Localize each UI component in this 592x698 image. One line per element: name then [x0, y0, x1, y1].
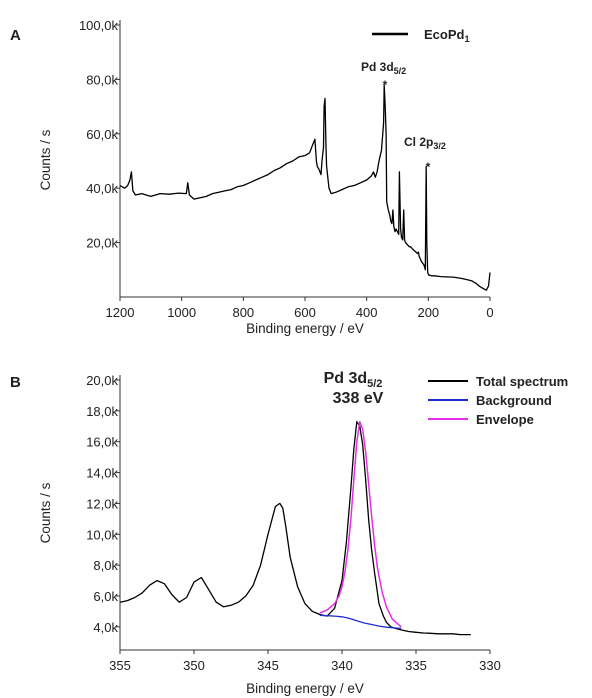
- panel-b-y-tick-label: 10,0k: [86, 527, 118, 542]
- panel-b-x-tick-label: 335: [405, 658, 427, 673]
- legend-label-envelope: Envelope: [476, 412, 534, 427]
- panel-b-x-tick-labels: 355 350 345 340 335 330: [109, 650, 501, 673]
- panel-b-y-tick-label: 18,0k: [86, 404, 118, 419]
- panel-b-x-tick-label: 355: [109, 658, 131, 673]
- annotation-pd-3d52-b: Pd 3d5/2: [324, 370, 383, 390]
- panel-b-y-tick-label: 16,0k: [86, 435, 118, 450]
- legend-label-background: Background: [476, 393, 552, 408]
- panel-b-y-tick-labels: 4,0k 6,0k 8,0k 10,0k 12,0k 14,0k 16,0k 18,0k 20,…: [86, 373, 120, 635]
- panel-a-x-tick-label: 400: [356, 305, 378, 320]
- panel-a-x-tick-label: 0: [486, 305, 493, 320]
- panel-b-x-tick-label: 345: [257, 658, 279, 673]
- panel-b-envelope-line: [319, 420, 402, 628]
- annotation-binding-energy-value: 338 eV: [333, 390, 384, 407]
- panel-a-x-tick-label: 200: [417, 305, 439, 320]
- panel-a-x-tick-label: 800: [232, 305, 254, 320]
- annotation-pd-3d52: Pd 3d5/2: [361, 60, 406, 76]
- panel-b-y-axis-label: Counts / s: [38, 482, 53, 543]
- panel-b-y-tick-label: 8,0k: [93, 558, 118, 573]
- panel-a-x-tick-label: 1000: [167, 305, 196, 320]
- panel-b-pd3d-spectrum: B 4,0k 6,0k 8,0k 10,0k 12,0k 14,0k 16,0k 18,0k 2…: [10, 370, 568, 696]
- panel-a-x-tick-label: 600: [294, 305, 316, 320]
- panel-b-y-tick-label: 12,0k: [86, 496, 118, 511]
- panel-a-y-axis-label: Counts / s: [38, 129, 53, 190]
- annotation-cl-2p32: Cl 2p3/2: [404, 135, 446, 151]
- panel-b-x-tick-label: 340: [331, 658, 353, 673]
- panel-b-y-tick-label: 6,0k: [93, 589, 118, 604]
- panel-a-x-tick-labels: 1200 1000 800 600 400 200 0: [106, 297, 494, 320]
- panel-a-y-tick-label: 80,0k: [86, 72, 118, 87]
- panel-a-x-tick-label: 1200: [106, 305, 135, 320]
- panel-a-y-tick-label: 60,0k: [86, 127, 118, 142]
- panel-b-x-tick-label: 330: [479, 658, 501, 673]
- panel-b-background-line: [319, 614, 402, 630]
- annotation-pd-marker: *: [383, 78, 388, 92]
- panel-a-survey-spectrum: A 20,0k 40,0k 60,0k 80,0k 100,0k 1200 1000 800…: [10, 18, 494, 336]
- legend-label-total-spectrum: Total spectrum: [476, 374, 568, 389]
- panel-a-y-tick-labels: 20,0k 40,0k 60,0k 80,0k 100,0k: [79, 18, 120, 251]
- panel-b-y-tick-label: 14,0k: [86, 466, 118, 481]
- panel-b-x-tick-label: 350: [183, 658, 205, 673]
- panel-b-legend: Total spectrum Background Envelope: [428, 374, 568, 427]
- panel-b-x-axis-label: Binding energy / eV: [246, 681, 364, 696]
- panel-a-label: A: [10, 27, 21, 44]
- panel-b-label: B: [10, 374, 21, 391]
- panel-b-total-spectrum-line: [119, 421, 471, 636]
- annotation-cl-marker: *: [426, 160, 431, 174]
- panel-b-y-tick-label: 20,0k: [86, 373, 118, 388]
- panel-b-y-tick-label: 4,0k: [93, 620, 118, 635]
- panel-a-x-axis-label: Binding energy / eV: [246, 321, 364, 336]
- panel-a-y-tick-label: 100,0k: [79, 18, 119, 33]
- panel-a-y-tick-label: 40,0k: [86, 181, 118, 196]
- panel-a-legend-label: EcoPd1: [424, 27, 469, 44]
- panel-a-series-line: [119, 84, 491, 291]
- panel-a-legend: EcoPd1: [372, 27, 469, 44]
- panel-a-y-tick-label: 20,0k: [86, 236, 118, 251]
